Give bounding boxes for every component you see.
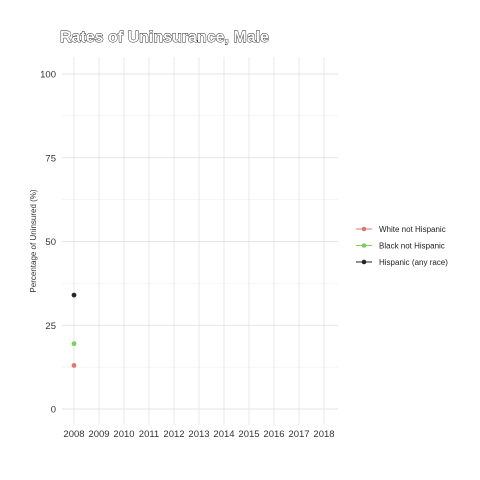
legend-key-point bbox=[361, 226, 367, 232]
chart-title: Rates of Uninsurance, Male bbox=[60, 29, 269, 46]
x-tick-labels: 2008 2009 2010 2011 2012 2013 2014 2015 2016 2017… bbox=[63, 429, 334, 440]
y-tick-label: 75 bbox=[45, 153, 56, 164]
legend-item: Hispanic (any race) bbox=[356, 258, 448, 267]
grid bbox=[62, 57, 338, 425]
legend-label: White not Hispanic bbox=[379, 225, 446, 234]
x-tick-label: 2018 bbox=[313, 429, 334, 440]
legend-label: Hispanic (any race) bbox=[379, 258, 448, 267]
legend-item: Black not Hispanic bbox=[356, 242, 445, 251]
x-tick-label: 2008 bbox=[63, 429, 84, 440]
x-tick-label: 2016 bbox=[263, 429, 284, 440]
data-point bbox=[71, 341, 77, 347]
x-tick-label: 2009 bbox=[88, 429, 109, 440]
x-tick-label: 2017 bbox=[288, 429, 309, 440]
x-tick-label: 2013 bbox=[188, 429, 209, 440]
data-point bbox=[71, 363, 77, 368]
x-tick-label: 2010 bbox=[113, 429, 134, 440]
x-tick-label: 2014 bbox=[213, 429, 234, 440]
data-points bbox=[71, 292, 77, 368]
x-tick-label: 2015 bbox=[238, 429, 259, 440]
x-tick-label: 2012 bbox=[163, 429, 184, 440]
y-tick-label: 0 bbox=[51, 405, 56, 416]
y-tick-label: 25 bbox=[45, 321, 56, 332]
legend-label: Black not Hispanic bbox=[379, 242, 445, 251]
y-tick-labels: 0 25 50 75 100 bbox=[40, 70, 56, 416]
x-tick-label: 2011 bbox=[139, 429, 159, 440]
legend-key-point bbox=[361, 243, 367, 248]
legend-item: White not Hispanic bbox=[356, 225, 446, 234]
y-axis-label: Percentage of Uninsured (%) bbox=[29, 189, 38, 293]
data-point bbox=[71, 292, 77, 298]
legend: White not Hispanic Black not Hispanic Hisp… bbox=[356, 225, 448, 267]
y-tick-label: 50 bbox=[45, 237, 56, 248]
y-tick-label: 100 bbox=[40, 70, 56, 81]
legend-key-point bbox=[361, 259, 367, 265]
